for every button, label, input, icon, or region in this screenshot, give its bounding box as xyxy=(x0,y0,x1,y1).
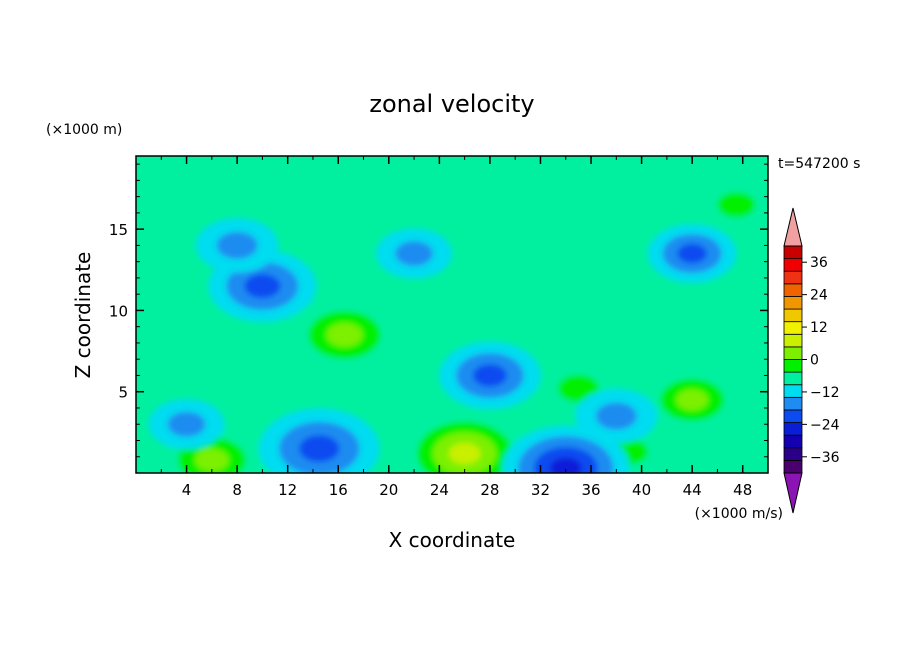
colorbar-tick-label: 24 xyxy=(810,288,828,304)
x-tick-label: 40 xyxy=(632,481,651,499)
field-contour xyxy=(299,435,340,463)
field-contour xyxy=(717,192,756,218)
colorbar-tick-label: 36 xyxy=(810,255,828,271)
field-contour xyxy=(448,442,481,465)
colorbar-level xyxy=(783,384,803,398)
colorbar-level xyxy=(783,333,803,348)
colorbar-level xyxy=(783,296,803,310)
colorbar-level xyxy=(783,422,803,436)
field-contour xyxy=(326,322,363,347)
x-tick-label: 8 xyxy=(232,481,242,499)
colorbar-level xyxy=(783,434,803,449)
colorbar-level xyxy=(783,346,803,360)
x-axis-ticks: 4 8 12 16 20 24 28 32 36 40 44 48 xyxy=(160,156,752,499)
plot-frame xyxy=(135,155,769,474)
y-unit-label: (×1000 m) xyxy=(46,122,122,138)
colorbar-level xyxy=(783,321,803,335)
field-contour xyxy=(244,274,281,299)
y-tick-label: 10 xyxy=(109,302,128,320)
colorbar-level xyxy=(783,245,803,260)
x-tick-label: 36 xyxy=(581,481,600,499)
x-tick-label: 20 xyxy=(379,481,398,499)
field-contour xyxy=(194,448,229,472)
colorbar-tick-label: −12 xyxy=(810,385,840,401)
colorbar-level xyxy=(783,409,803,423)
contour-field xyxy=(136,156,768,473)
colorbar-over-arrow xyxy=(783,207,803,247)
x-tick-label: 44 xyxy=(683,481,702,499)
x-tick-label: 4 xyxy=(182,481,192,499)
x-tick-label: 28 xyxy=(480,481,499,499)
colorbar-level xyxy=(783,447,803,461)
colorbar-level xyxy=(783,308,803,323)
x-unit-label: (×1000 m/s) xyxy=(695,506,783,522)
x-tick-label: 24 xyxy=(430,481,449,499)
field-contour xyxy=(677,243,707,264)
colorbar-level xyxy=(783,459,803,474)
x-tick-label: 48 xyxy=(733,481,752,499)
colorbar-level xyxy=(783,283,803,297)
colorbar-level xyxy=(783,270,803,285)
field-contour xyxy=(216,231,258,260)
colorbar-tick-label: −24 xyxy=(810,417,840,433)
field-contour xyxy=(472,364,507,387)
y-tick-label: 15 xyxy=(109,221,128,239)
colorbar-tick-label: 12 xyxy=(810,320,828,336)
y-tick-label: 5 xyxy=(118,384,128,402)
field-contour xyxy=(167,411,206,437)
colorbar-tick-label: 0 xyxy=(810,353,819,369)
colorbar-level xyxy=(783,396,803,411)
colorbar-under-arrow xyxy=(783,472,803,514)
field-band xyxy=(136,186,768,210)
colorbar-tick-label: −36 xyxy=(810,450,840,466)
colorbar-level xyxy=(783,359,803,373)
x-tick-label: 32 xyxy=(531,481,550,499)
x-axis-label: X coordinate xyxy=(389,528,516,552)
colorbar-level xyxy=(783,258,803,272)
field-features xyxy=(148,179,768,473)
y-axis-label: Z coordinate xyxy=(71,252,95,379)
field-contour xyxy=(395,241,434,267)
x-tick-label: 12 xyxy=(278,481,297,499)
colorbar-level xyxy=(783,371,803,386)
colorbar: 36 24 12 0 −12 −24 −36 xyxy=(783,207,840,514)
chart-title: zonal velocity xyxy=(369,90,534,118)
field-contour xyxy=(549,457,582,473)
y-axis-ticks: 5 10 15 xyxy=(109,163,768,458)
field-contour xyxy=(557,374,600,403)
x-tick-label: 16 xyxy=(329,481,348,499)
field-contour xyxy=(595,402,637,430)
field-contour xyxy=(676,389,709,411)
time-label: t=547200 s xyxy=(778,156,860,172)
